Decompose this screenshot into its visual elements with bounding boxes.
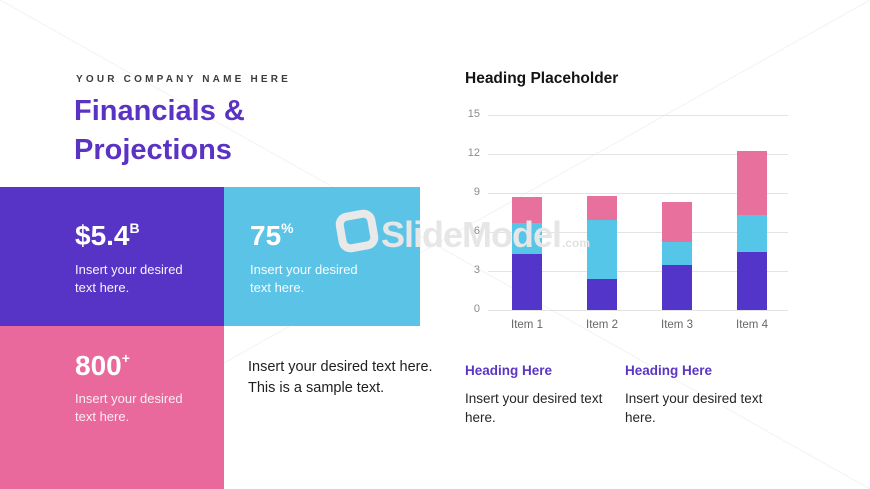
x-axis-label-item-3: Item 3	[661, 319, 693, 331]
kpi-description: Insert your desired text here.	[250, 262, 358, 295]
bar-item-4-middle-cyan	[737, 215, 767, 252]
stacked-bar-chart: 0 3 6 9 12 15 Item 1 Item 2 Item 3 Item 4	[468, 108, 788, 331]
kpi-suffix: %	[281, 219, 294, 236]
kpi-number: 75	[250, 220, 282, 251]
bar-item-1-middle-cyan	[512, 222, 542, 255]
kpi-suffix: +	[121, 349, 130, 366]
footer-column-1: Heading Here Insert your desired text he…	[465, 363, 610, 428]
chart-heading: Heading Placeholder	[465, 70, 619, 87]
gridline-9	[488, 193, 788, 194]
y-axis-tick-3: 3	[473, 264, 480, 276]
kpi-box-revenue: $5.4B Insert your desired text here.	[0, 187, 224, 326]
kpi-number: $5.4	[75, 220, 130, 251]
kpi-value: 800+	[75, 350, 130, 382]
kpi-value: 75%	[250, 220, 294, 252]
gridline-3	[488, 271, 788, 272]
bar-item-1-top-pink	[512, 196, 542, 223]
footer-column-2: Heading Here Insert your desired text he…	[625, 363, 770, 428]
y-axis-tick-12: 12	[467, 147, 480, 159]
bar-item-1-bottom-purple	[512, 254, 542, 310]
bar-item-4-top-pink	[737, 151, 767, 216]
kpi-suffix: B	[129, 219, 140, 236]
x-axis-label-item-2: Item 2	[586, 319, 618, 331]
y-axis-tick-9: 9	[473, 186, 480, 198]
footer-body: Insert your desired text here.	[625, 391, 763, 425]
bar-item-2-top-pink	[587, 195, 617, 221]
x-axis-label-item-4: Item 4	[736, 319, 768, 331]
bar-item-3-bottom-purple	[662, 264, 692, 310]
gridline-6	[488, 232, 788, 233]
footer-heading: Heading Here	[625, 363, 713, 378]
bar-item-2-bottom-purple	[587, 278, 617, 310]
bar-item-2-middle-cyan	[587, 220, 617, 279]
footer-heading: Heading Here	[465, 363, 553, 378]
kpi-description: Insert your desired text here.	[75, 391, 183, 424]
y-axis-tick-0: 0	[473, 303, 480, 315]
company-name-placeholder: YOUR COMPANY NAME HERE	[76, 74, 292, 85]
gridline-15	[488, 115, 788, 116]
kpi-description: Insert your desired text here.	[75, 262, 183, 295]
kpi-number: 800	[75, 350, 122, 381]
footer-body: Insert your desired text here.	[465, 391, 603, 425]
sample-text-paragraph: Insert your desired text here. This is a…	[248, 359, 433, 397]
bar-item-3-top-pink	[662, 202, 692, 243]
bar-item-4-bottom-purple	[737, 251, 767, 310]
kpi-box-percent: 75% Insert your desired text here.	[224, 187, 420, 326]
x-axis-label-item-1: Item 1	[511, 319, 543, 331]
bar-item-3-middle-cyan	[662, 242, 692, 265]
kpi-box-count: 800+ Insert your desired text here.	[0, 326, 224, 489]
y-axis-tick-6: 6	[473, 225, 480, 237]
y-axis-tick-15: 15	[467, 108, 480, 120]
gridline-0	[488, 310, 788, 311]
slide-title: Financials & Projections	[74, 95, 245, 166]
kpi-value: $5.4B	[75, 220, 140, 252]
gridline-12	[488, 154, 788, 155]
